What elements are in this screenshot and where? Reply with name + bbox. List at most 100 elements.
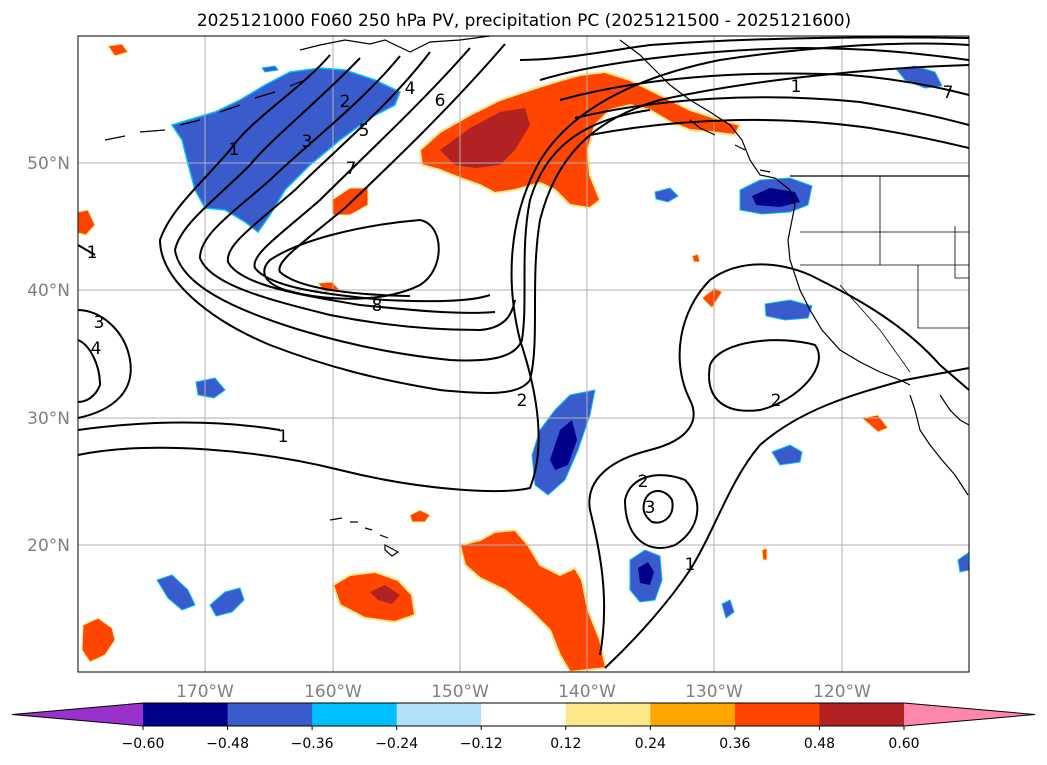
pv-contours (77, 36, 970, 669)
pos-anomaly-gulf-alaska-core (440, 108, 530, 168)
hawaii-islands (329, 517, 400, 557)
lon-label: 170°W (176, 682, 234, 702)
contour-label: 5 (359, 121, 370, 141)
lon-label: 130°W (685, 682, 743, 702)
canada-coast (619, 39, 911, 386)
neg-anomaly-west-small (195, 377, 226, 399)
contour-label: 2 (771, 391, 782, 411)
lat-label: 30°N (27, 409, 70, 429)
colorbar-segment (312, 703, 398, 726)
pv-contour-1-inner (77, 421, 281, 431)
gridlines (78, 36, 969, 672)
contour-label: 6 (435, 91, 446, 111)
neg-anomaly-south-core (638, 562, 654, 585)
contour-label: 1 (229, 140, 240, 160)
lat-label: 20°N (27, 536, 70, 556)
colorbar-segment (734, 703, 820, 726)
pv-contour-3 (173, 57, 651, 362)
colorbar-tick-label: 0.48 (804, 736, 835, 752)
pos-anomaly-baja (860, 414, 889, 433)
pos-anomaly-far-sw (81, 617, 116, 663)
pos-anomaly-sw (331, 570, 417, 624)
lon-label: 150°W (431, 682, 489, 702)
precip-positive-anomalies (77, 43, 889, 674)
neg-anomaly-baja (771, 444, 803, 466)
neg-anomaly-sw-1 (156, 574, 196, 611)
neg-anomaly-ne (896, 65, 943, 89)
contour-label: 1 (87, 243, 98, 263)
neg-anomaly-california (764, 299, 813, 321)
pv-trough-2-loop (708, 339, 820, 412)
state-borders (800, 176, 969, 373)
colorbar-tick-label: −0.36 (291, 736, 334, 752)
contour-labels: 1 2 3 4 5 6 7 8 1 3 4 1 2 2 2 3 1 1 7 (87, 77, 954, 575)
neg-anomaly-central-core (550, 420, 577, 470)
contour-label: 3 (645, 498, 656, 518)
pv-ridge-upper-1 (519, 36, 970, 61)
pos-anomaly-tiny (691, 253, 701, 263)
map-panel: 1 2 3 4 5 6 7 8 1 3 4 1 2 2 2 3 1 1 7 (77, 35, 970, 674)
colorbar-tick-label: −0.12 (460, 736, 503, 752)
colorbar-segment (819, 703, 905, 726)
pv-west-edge-3 (77, 244, 96, 256)
pos-anomaly-sw-core (370, 585, 400, 604)
colorbar-segment (143, 703, 229, 726)
pos-anomaly-tiny-2 (761, 547, 768, 561)
lat-label: 50°N (27, 154, 70, 174)
colorbar-segment (396, 703, 482, 726)
colorbar: −0.60 −0.48 −0.36 −0.24 −0.12 0.12 0.24 0.36 0.4… (11, 702, 1036, 752)
longitude-labels: 170°W 160°W 150°W 140°W 130°W 120°W (176, 682, 871, 702)
colorbar-extend-max (904, 703, 1035, 726)
pv-west-edge-2 (77, 339, 102, 403)
colorbar-tick-label: −0.60 (122, 736, 165, 752)
aleutians (104, 79, 306, 141)
colorbar-tick-label: 0.60 (888, 736, 919, 752)
neg-anomaly-sw-2 (209, 587, 245, 617)
contour-label: 2 (517, 391, 528, 411)
contour-label: 3 (302, 132, 313, 152)
contour-label: 7 (943, 83, 954, 103)
pv-contour-6 (253, 47, 491, 303)
pv-contour-8-loop (263, 218, 440, 300)
mexico-mainland (939, 394, 970, 426)
pv-contour-7 (278, 43, 506, 297)
neg-anomaly-mid-small (654, 187, 679, 203)
lon-label: 160°W (304, 682, 362, 702)
neg-anomaly-small-n (261, 65, 279, 73)
colorbar-segment (227, 703, 313, 726)
colorbar-tick-label: 0.36 (719, 736, 750, 752)
colorbar-tick-label: 0.12 (550, 736, 581, 752)
lon-label: 120°W (813, 682, 871, 702)
pos-anomaly-south-central (458, 528, 608, 674)
contour-label: 2 (340, 92, 351, 112)
pv-ridge-upper-3 (559, 72, 970, 101)
pv-west-edge-1 (77, 309, 132, 419)
map-frame (77, 35, 970, 673)
precip-negative-anomalies (156, 65, 970, 619)
colorbar-segment (481, 703, 567, 726)
alaska-coast (299, 35, 491, 53)
neg-anomaly-washington-core (752, 188, 800, 207)
colorbar-segment (565, 703, 651, 726)
pos-anomaly-small-nw (107, 43, 129, 57)
colorbar-extend-min (12, 703, 143, 726)
pv-ridge-upper-4 (574, 96, 970, 126)
contour-label: 4 (91, 339, 102, 359)
contour-label: 4 (405, 79, 416, 99)
pv-contour-1-south (604, 367, 970, 669)
pv-contour-1-main (77, 42, 970, 492)
colorbar-tick-label: −0.48 (206, 736, 249, 752)
contour-label: 7 (346, 159, 357, 179)
contour-label: 1 (278, 427, 289, 447)
latitude-labels: 50°N 40°N 30°N 20°N (27, 154, 70, 556)
figure-title: 2025121000 F060 250 hPa PV, precipitatio… (197, 11, 851, 31)
colorbar-tick-label: −0.24 (375, 736, 418, 752)
pv-contour-4 (198, 55, 516, 332)
colorbar-tick-label: 0.24 (635, 736, 666, 752)
baja-coast (909, 394, 969, 496)
contour-label: 3 (94, 313, 105, 333)
contour-label: 8 (372, 296, 383, 316)
pos-anomaly-hawaii-n (409, 509, 431, 523)
pv-contour-2 (158, 54, 970, 394)
